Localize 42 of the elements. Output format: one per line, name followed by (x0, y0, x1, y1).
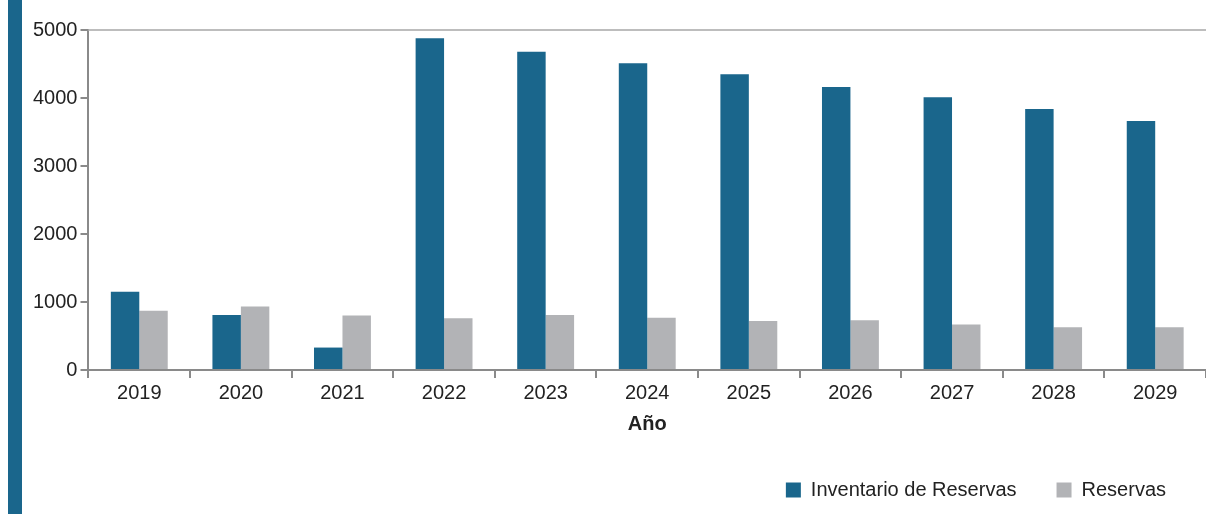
x-tick-label: 2028 (1031, 380, 1076, 403)
x-tick-label: 2021 (320, 380, 365, 403)
x-tick-label: 2025 (726, 380, 772, 403)
y-tick-label: 4000 (32, 85, 78, 108)
bar (952, 324, 981, 369)
bar (647, 317, 676, 369)
y-tick-label: 2000 (32, 221, 78, 244)
y-tick-label: 3000 (32, 153, 78, 176)
bar (748, 321, 778, 369)
x-tick-label: 2022 (421, 380, 467, 403)
bar (618, 63, 648, 369)
bar (110, 291, 140, 369)
bar (1025, 108, 1054, 369)
bar (415, 38, 445, 369)
y-tick-label: 5000 (32, 17, 78, 40)
legend-label: Inventario de Reservas (810, 477, 1017, 500)
bar (1155, 327, 1184, 369)
x-tick-label: 2024 (625, 380, 670, 403)
bar (314, 347, 343, 369)
y-tick-label: 1000 (32, 289, 78, 312)
bar (850, 320, 879, 369)
bar (545, 314, 575, 369)
legend-label: Reservas (1081, 477, 1167, 500)
bar (1053, 327, 1083, 369)
x-tick-label: 2019 (117, 380, 162, 403)
bar (923, 97, 953, 369)
bar (517, 51, 546, 369)
bar (720, 74, 749, 369)
x-tick-label: 2023 (523, 380, 568, 403)
bar (342, 315, 371, 369)
x-tick-label: 2029 (1132, 380, 1178, 403)
y-tick-label: 0 (66, 357, 78, 380)
bar (821, 87, 851, 369)
x-axis-title: Año (627, 411, 667, 434)
bar (139, 310, 168, 369)
bar (212, 314, 241, 369)
bar (444, 318, 473, 369)
bar (1126, 121, 1156, 369)
x-tick-label: 2020 (218, 380, 264, 403)
x-tick-label: 2027 (929, 380, 975, 403)
bar (240, 306, 270, 369)
x-tick-label: 2026 (828, 380, 873, 403)
